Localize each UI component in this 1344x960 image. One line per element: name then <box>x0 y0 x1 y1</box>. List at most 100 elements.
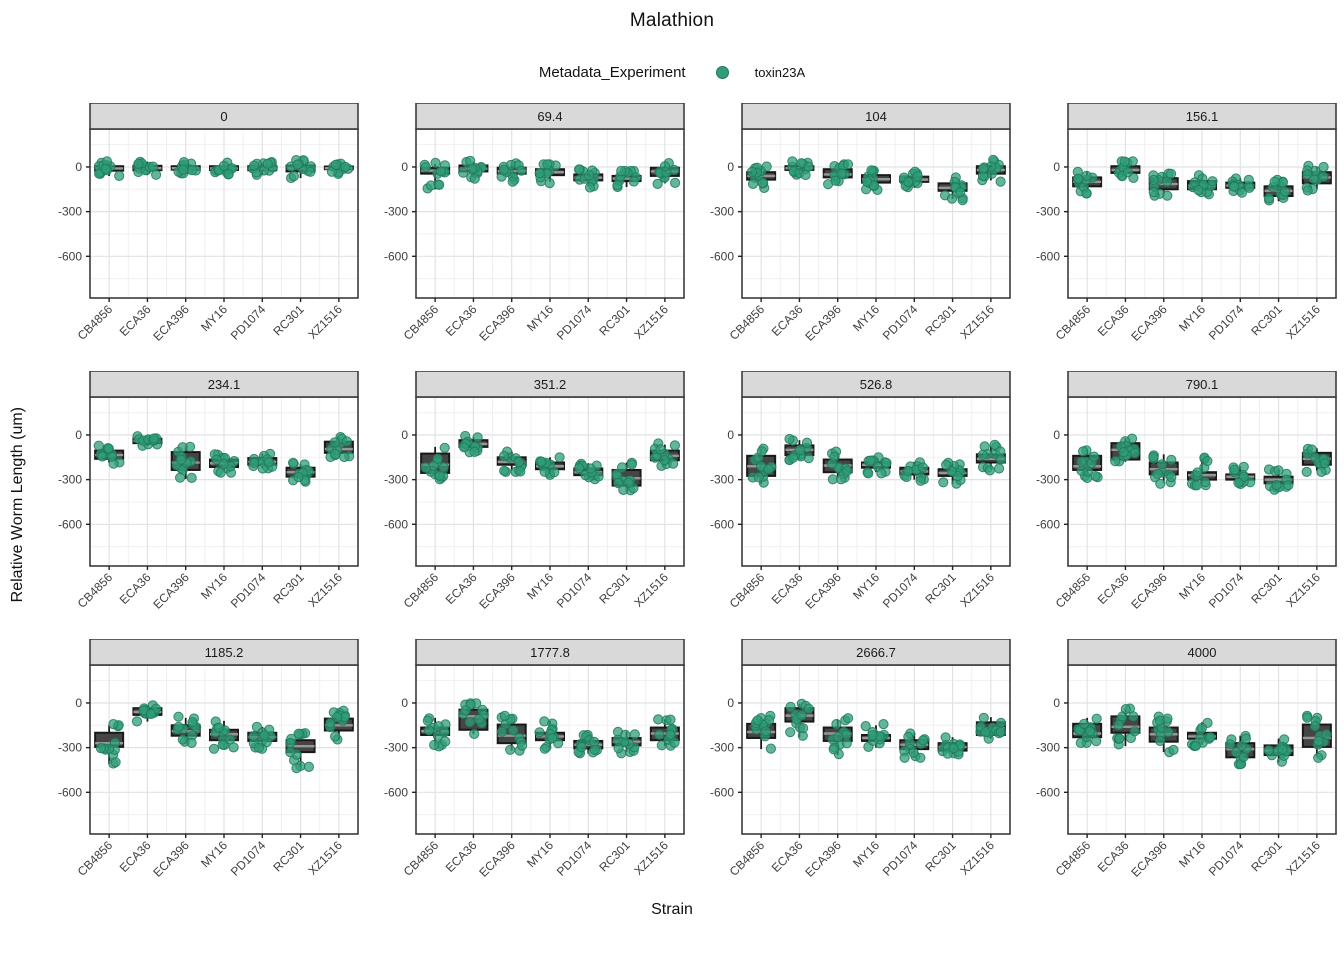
data-point <box>1224 739 1236 750</box>
data-point <box>285 747 296 758</box>
data-point <box>1301 466 1312 478</box>
data-point <box>469 728 480 740</box>
data-point <box>498 164 509 175</box>
x-tick-label: MY16 <box>850 570 882 602</box>
legend-entry: toxin23A <box>715 65 805 80</box>
data-point <box>440 736 451 747</box>
data-point <box>1193 185 1204 196</box>
data-point <box>288 457 299 468</box>
facet-strip <box>1067 370 1337 398</box>
data-point <box>861 176 872 187</box>
data-point <box>473 714 484 725</box>
x-tick-label: RC301 <box>922 838 959 875</box>
data-point <box>785 701 796 712</box>
data-point <box>613 743 624 754</box>
facet-cell-234.1: 234.1 0 -300 -600 CB4856 ECA36 ECA396 MY16 PD107… <box>36 370 362 639</box>
data-point <box>472 432 483 443</box>
data-point <box>589 744 600 756</box>
data-point <box>285 737 296 749</box>
data-point <box>499 450 510 462</box>
x-tick-label: PD1074 <box>228 302 269 343</box>
data-point <box>339 451 350 463</box>
data-point <box>1229 464 1240 475</box>
data-point <box>881 457 892 469</box>
x-tick-label: XZ1516 <box>1283 302 1323 342</box>
data-point <box>262 158 273 169</box>
x-tick-label: CB4856 <box>401 570 442 611</box>
facet-label: 234.1 <box>208 377 241 392</box>
data-point <box>1156 459 1168 470</box>
data-point <box>788 452 799 463</box>
data-point <box>669 737 680 748</box>
facet-strip <box>415 638 685 666</box>
data-point <box>1148 451 1159 463</box>
data-point <box>626 459 637 470</box>
data-point <box>186 472 197 484</box>
data-point <box>1238 461 1249 472</box>
data-point <box>1162 713 1173 724</box>
data-point <box>223 169 234 180</box>
x-tick-label: PD1074 <box>1206 302 1247 343</box>
x-tick-label: RC301 <box>270 838 307 875</box>
x-tick-label: XZ1516 <box>631 570 671 610</box>
data-point <box>458 167 469 178</box>
facet-label: 0 <box>220 109 227 124</box>
data-point <box>293 472 304 483</box>
data-point <box>187 165 198 176</box>
data-point <box>175 454 187 465</box>
data-point <box>903 176 914 187</box>
data-point <box>946 193 958 204</box>
data-point <box>977 449 988 461</box>
data-point <box>257 463 268 474</box>
y-tick-label: -300 <box>58 473 82 487</box>
data-point <box>1079 718 1090 730</box>
data-point <box>1318 171 1329 182</box>
data-point <box>1302 169 1313 180</box>
data-point <box>841 729 852 740</box>
data-point <box>459 442 470 453</box>
data-point <box>803 161 814 172</box>
x-tick-label: RC301 <box>596 302 633 339</box>
x-tick-label: MY16 <box>1176 302 1208 334</box>
data-point <box>430 157 441 168</box>
data-point <box>1238 751 1249 763</box>
data-point <box>903 465 914 477</box>
data-point <box>263 457 274 468</box>
data-point <box>469 173 480 184</box>
data-point <box>752 715 763 726</box>
x-tick-label: MY16 <box>198 570 230 602</box>
x-tick-label: ECA396 <box>802 838 844 880</box>
data-point <box>329 437 340 448</box>
data-point <box>620 729 631 740</box>
facet-grid: 0 0 -300 -600 CB4856 ECA36 ECA396 MY16 PD1074 RC3… <box>36 102 1340 907</box>
x-tick-label: MY16 <box>524 570 556 602</box>
y-tick-label: -300 <box>384 741 408 755</box>
y-tick-label: -300 <box>710 741 734 755</box>
data-point <box>332 712 343 723</box>
y-tick-label: 0 <box>75 696 82 710</box>
y-tick-label: -600 <box>710 517 734 531</box>
facet-strip <box>741 370 1011 398</box>
facet-cell-4000: 4000 0 -300 -600 CB4856 ECA36 ECA396 MY16 PD1074… <box>1014 638 1340 907</box>
data-point <box>1202 455 1213 467</box>
data-point <box>505 744 516 755</box>
data-point <box>1207 176 1218 187</box>
facet-strip <box>1067 102 1337 130</box>
data-point <box>539 743 550 754</box>
facet-cell-1777.8: 1777.8 0 -300 -600 CB4856 ECA36 ECA396 MY16 PD10… <box>362 638 688 907</box>
facet-strip <box>89 370 359 398</box>
facet-cell-790.1: 790.1 0 -300 -600 CB4856 ECA36 ECA396 MY16 PD107… <box>1014 370 1340 639</box>
data-point <box>517 740 528 751</box>
data-point <box>617 462 628 473</box>
data-point <box>1081 188 1092 199</box>
data-point <box>757 178 768 189</box>
data-point <box>653 714 664 725</box>
x-tick-label: ECA36 <box>117 302 154 339</box>
data-point <box>1119 156 1130 167</box>
data-point <box>1076 456 1087 467</box>
data-point <box>208 743 220 754</box>
data-point <box>515 466 526 477</box>
data-point <box>995 727 1006 738</box>
data-point <box>616 165 627 177</box>
data-point <box>878 719 889 730</box>
